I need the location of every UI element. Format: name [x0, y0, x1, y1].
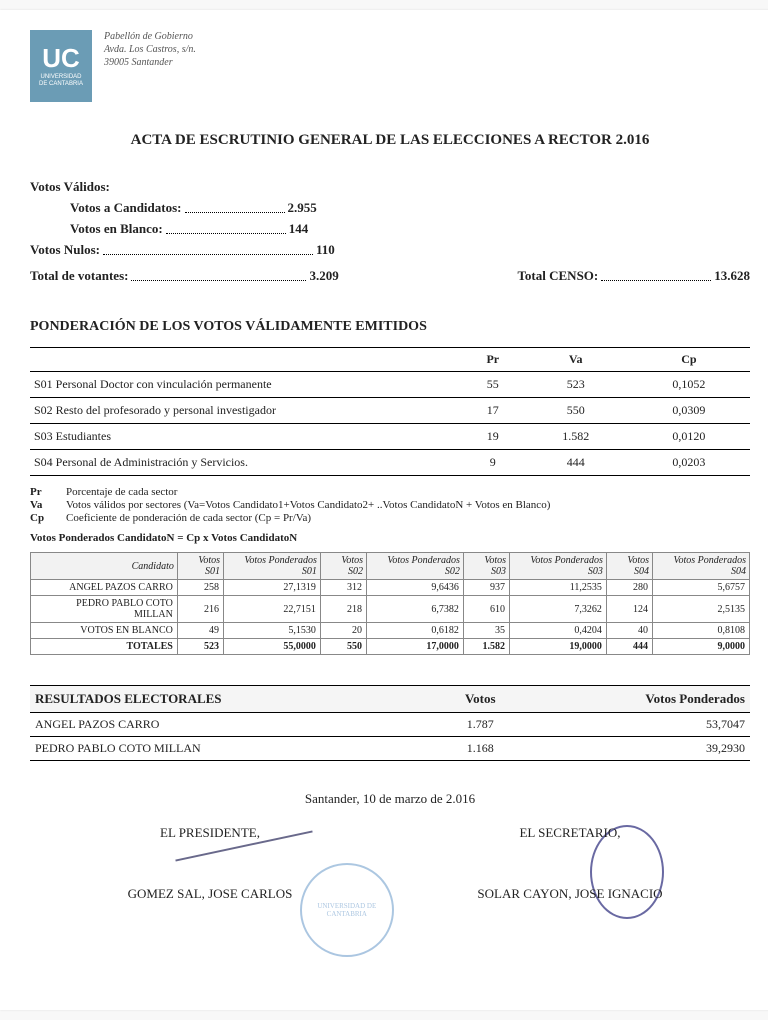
votos-candidatos-label: Votos a Candidatos: — [70, 200, 182, 216]
total-censo-label: Total CENSO: — [517, 268, 598, 284]
table-row: VOTOS EN BLANCO495,1530200,6182350,42044… — [31, 623, 750, 639]
logo-text: UC — [42, 45, 80, 71]
votes-summary: Votos Válidos: Votos a Candidatos: 2.955… — [30, 179, 750, 289]
signature-block: Santander, 10 de marzo de 2.016 UNIVERSI… — [30, 791, 750, 902]
table-row: S03 Estudiantes191.5820,0120 — [30, 424, 750, 450]
votos-candidatos-value: 2.955 — [288, 200, 317, 216]
logo-subtext: UNIVERSIDAD DE CANTABRIA — [39, 74, 83, 87]
table-row: S02 Resto del profesorado y personal inv… — [30, 398, 750, 424]
detail-table: Candidato Votos S01 Votos Ponderados S01… — [30, 552, 750, 655]
uc-logo: UC UNIVERSIDAD DE CANTABRIA — [30, 30, 92, 102]
ponderacion-heading: PONDERACIÓN DE LOS VOTOS VÁLIDAMENTE EMI… — [30, 319, 750, 335]
votos-nulos-value: 110 — [316, 242, 335, 258]
presidente-title: EL PRESIDENTE, — [30, 825, 390, 841]
signature-date: Santander, 10 de marzo de 2.016 — [30, 791, 750, 807]
votos-blanco-label: Votos en Blanco: — [70, 221, 163, 237]
table-row: S04 Personal de Administración y Servici… — [30, 450, 750, 476]
ponderacion-table: Pr Va Cp S01 Personal Doctor con vincula… — [30, 347, 750, 476]
table-row: PEDRO PABLO COTO MILLAN21622,71512186,73… — [31, 596, 750, 623]
table-row: S01 Personal Doctor con vinculación perm… — [30, 372, 750, 398]
results-table: RESULTADOS ELECTORALES Votos Votos Ponde… — [30, 685, 750, 761]
secretario-name: SOLAR CAYON, JOSE IGNACIO — [390, 886, 750, 902]
total-censo-value: 13.628 — [714, 268, 750, 284]
document-page: UC UNIVERSIDAD DE CANTABRIA Pabellón de … — [0, 10, 768, 1010]
legend: PrPorcentaje de cada sector VaVotos váli… — [30, 486, 750, 524]
presidente-name: GOMEZ SAL, JOSE CARLOS — [30, 886, 390, 902]
header-address: Pabellón de Gobierno Avda. Los Castros, … — [104, 30, 196, 69]
table-row: ANGEL PAZOS CARRO1.78753,7047 — [30, 713, 750, 737]
total-votantes-value: 3.209 — [309, 268, 338, 284]
total-votantes-label: Total de votantes: — [30, 268, 128, 284]
formula: Votos Ponderados CandidatoN = Cp x Votos… — [30, 532, 750, 544]
document-title: ACTA DE ESCRUTINIO GENERAL DE LAS ELECCI… — [30, 132, 750, 149]
secretario-title: EL SECRETARIO, — [390, 825, 750, 841]
votos-nulos-label: Votos Nulos: — [30, 242, 100, 258]
table-row: PEDRO PABLO COTO MILLAN1.16839,2930 — [30, 737, 750, 761]
table-row-total: TOTALES52355,000055017,00001.58219,00004… — [31, 639, 750, 655]
table-row: ANGEL PAZOS CARRO25827,13193129,64369371… — [31, 580, 750, 596]
votos-blanco-value: 144 — [289, 221, 309, 237]
header: UC UNIVERSIDAD DE CANTABRIA Pabellón de … — [30, 30, 750, 102]
